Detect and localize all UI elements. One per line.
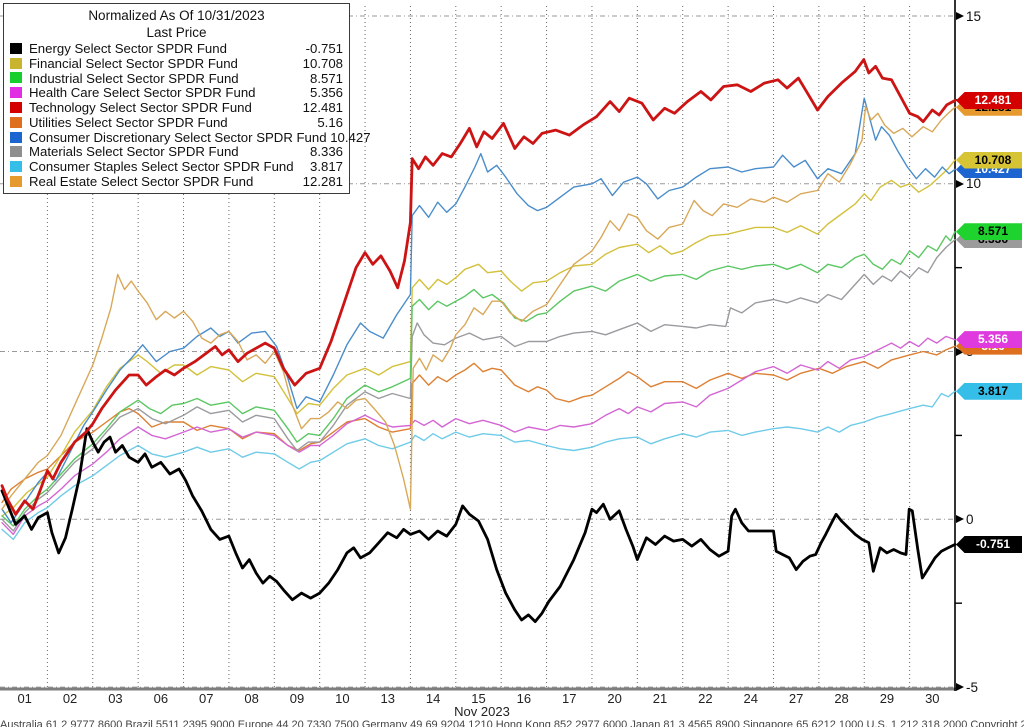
legend-swatch-realestate	[10, 176, 22, 188]
series-line-technology	[0, 58, 957, 516]
x-axis-label-15: 15	[471, 691, 486, 706]
x-axis-label-24: 24	[743, 691, 759, 706]
legend-label: Health Care Select Sector SPDR Fund	[29, 85, 256, 101]
y-tick-value: 10	[966, 176, 982, 192]
x-axis-label-10: 10	[335, 691, 350, 706]
legend-row-utilities: Utilities Select Sector SPDR Fund 5.16	[10, 115, 343, 130]
legend-last-price: 10.708	[302, 55, 343, 71]
legend-label: Real Estate Select Sector SPDR Fund	[29, 174, 254, 190]
price-tag-industrial: 8.571	[956, 223, 1022, 241]
price-tag-staples: 3.817	[956, 382, 1022, 400]
legend-row-industrial: Industrial Select Sector SPDR Fund 8.571	[10, 71, 343, 86]
tick-arrow-icon	[956, 179, 964, 188]
x-axis-month-label: Nov 2023	[454, 704, 510, 719]
series-line-consdisc	[1, 97, 956, 524]
legend-label: Consumer Discretionary Select Sector SPD…	[29, 129, 327, 145]
y-axis-label-15: 15	[956, 8, 981, 24]
legend-row-financial: Financial Select Sector SPDR Fund 10.708	[10, 56, 343, 71]
y-axis-label-0: 0	[956, 511, 974, 527]
legend-swatch-healthcare	[10, 87, 22, 99]
price-tag-financial: 10.708	[956, 151, 1022, 169]
legend-swatch-technology	[10, 102, 22, 114]
legend-row-technology: Technology Select Sector SPDR Fund 12.481	[10, 100, 343, 115]
legend-box: Normalized As Of 10/31/2023 Last Price E…	[3, 3, 371, 194]
x-axis-label-28: 28	[834, 691, 849, 706]
tick-arrow-icon	[956, 515, 964, 524]
x-axis-label-08: 08	[244, 691, 259, 706]
price-tag-technology: 12.481	[956, 92, 1022, 110]
x-axis-label-22: 22	[698, 691, 713, 706]
footer-disclaimer: Australia 61 2 9777 8600 Brazil 5511 239…	[0, 719, 1024, 727]
x-axis-label-14: 14	[425, 691, 441, 706]
legend-row-staples: Consumer Staples Select Sector SPDR Fund…	[10, 159, 343, 174]
legend-label: Industrial Select Sector SPDR Fund	[29, 70, 239, 86]
x-axis-label-20: 20	[607, 691, 622, 706]
series-line-materials	[1, 238, 956, 532]
legend-label: Materials Select Sector SPDR Fund	[29, 144, 239, 160]
series-line-healthcare	[1, 335, 956, 536]
x-axis-label-09: 09	[289, 691, 305, 706]
legend-swatch-staples	[10, 161, 22, 173]
y-tick-value: 0	[966, 511, 974, 527]
series-line-energy	[0, 427, 957, 623]
series-line-staples	[1, 390, 956, 541]
x-axis-label-07: 07	[198, 691, 214, 706]
legend-last-price: 12.481	[302, 100, 343, 116]
legend-swatch-industrial	[10, 72, 22, 84]
legend-last-price: -0.751	[305, 40, 343, 56]
x-axis-label-16: 16	[516, 691, 532, 706]
tick-arrow-icon	[956, 12, 964, 20]
legend-last-price: 8.571	[309, 70, 343, 86]
x-axis-label-27: 27	[788, 691, 804, 706]
chart-subtitle: Last Price	[146, 25, 207, 40]
x-axis-label-17: 17	[562, 691, 577, 706]
x-axis-label-03: 03	[108, 691, 123, 706]
x-axis-label-13: 13	[380, 691, 395, 706]
legend-row-realestate: Real Estate Select Sector SPDR Fund 12.28…	[10, 174, 343, 189]
y-tick-value: -5	[966, 679, 979, 695]
series-line-utilities	[1, 345, 956, 504]
series-line-realestate	[1, 105, 956, 510]
series-line-financial	[1, 159, 956, 517]
legend-row-energy: Energy Select Sector SPDR Fund -0.751	[10, 41, 343, 56]
chart-title: Normalized As Of 10/31/2023	[88, 8, 265, 23]
legend-row-consdisc: Consumer Discretionary Select Sector SPD…	[10, 129, 371, 145]
legend-row-materials: Materials Select Sector SPDR Fund 8.336	[10, 144, 343, 160]
legend-label: Financial Select Sector SPDR Fund	[29, 55, 238, 71]
series-line-industrial	[1, 230, 956, 527]
price-tag-healthcare: 5.356	[956, 331, 1022, 349]
y-tick-value: 15	[966, 8, 982, 24]
legend-swatch-utilities	[10, 116, 22, 128]
legend-label: Energy Select Sector SPDR Fund	[29, 40, 227, 56]
y-axis-label-10: 10	[956, 176, 981, 192]
x-axis-label-02: 02	[62, 691, 78, 706]
legend-last-price: 5.356	[309, 85, 343, 101]
legend-swatch-energy	[10, 42, 22, 54]
tick-arrow-icon	[956, 683, 964, 692]
x-axis-label-06: 06	[153, 691, 169, 706]
legend-last-price: 8.336	[309, 144, 343, 160]
legend-last-price: 12.281	[302, 174, 343, 190]
legend-swatch-financial	[10, 57, 22, 69]
legend-label: Technology Select Sector SPDR Fund	[29, 100, 252, 116]
legend-last-price: 3.817	[309, 159, 343, 175]
legend-swatch-materials	[10, 146, 22, 158]
x-axis-label-30: 30	[925, 691, 940, 706]
legend-swatch-consdisc	[10, 131, 22, 143]
legend-last-price: 10.427	[330, 129, 371, 145]
x-axis-label-29: 29	[879, 691, 895, 706]
price-tag-energy: -0.751	[956, 535, 1022, 553]
legend-last-price: 5.16	[317, 114, 343, 130]
tick-arrow-icon	[956, 347, 964, 356]
legend-rows: Energy Select Sector SPDR Fund -0.751 Fina…	[10, 41, 371, 189]
legend-row-healthcare: Health Care Select Sector SPDR Fund 5.356	[10, 85, 343, 100]
legend-label: Consumer Staples Select Sector SPDR Fund	[29, 159, 294, 175]
y-axis-label--5: -5	[956, 679, 978, 695]
x-axis-label-21: 21	[652, 691, 668, 706]
legend-label: Utilities Select Sector SPDR Fund	[29, 114, 228, 130]
x-axis-label-01: 01	[17, 691, 32, 706]
